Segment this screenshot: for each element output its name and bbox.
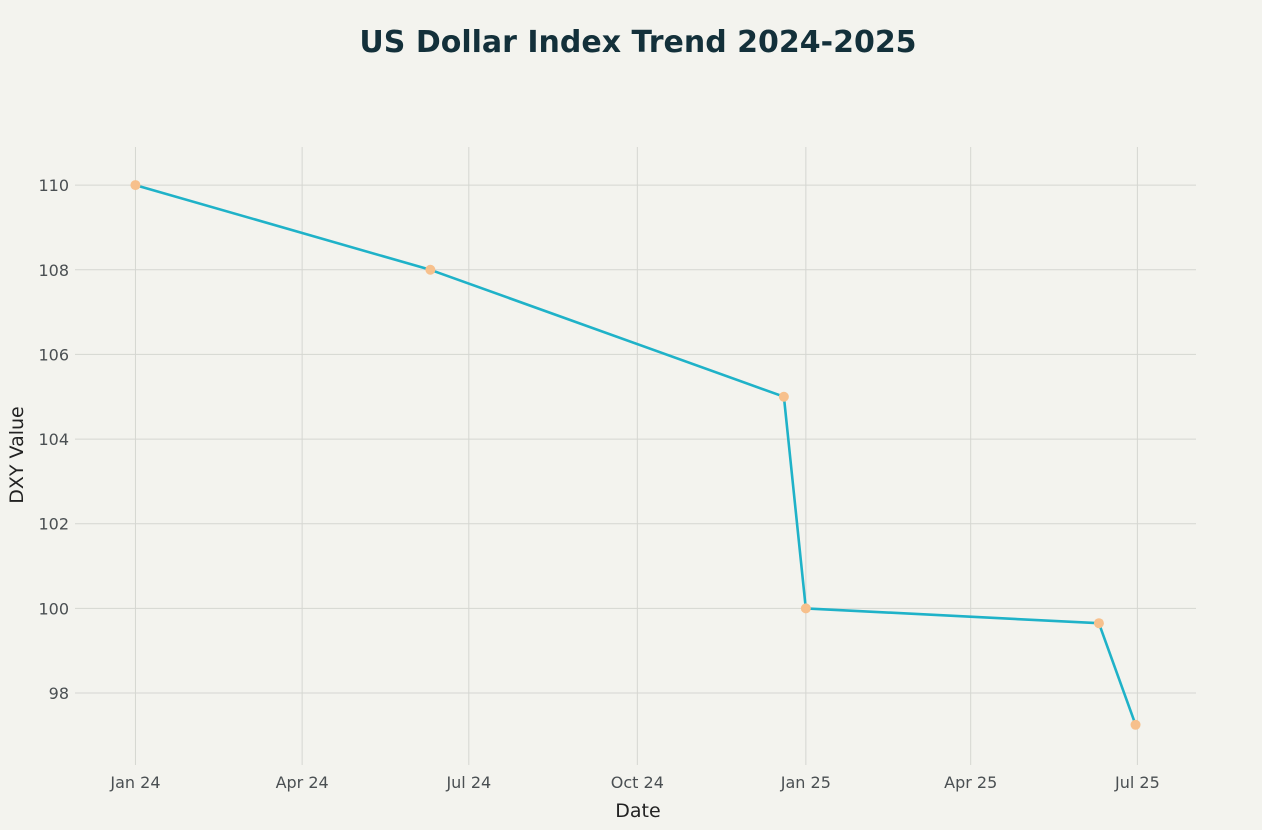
x-tick-label: Apr 24 xyxy=(276,773,329,792)
y-tick-label: 108 xyxy=(38,261,69,280)
data-point xyxy=(800,603,811,614)
x-tick-label: Apr 25 xyxy=(944,773,997,792)
data-point xyxy=(425,264,436,275)
data-point xyxy=(1130,719,1141,730)
x-tick-label: Jan 25 xyxy=(780,773,831,792)
x-tick-label: Jul 25 xyxy=(1114,773,1160,792)
y-tick-label: 100 xyxy=(38,599,69,618)
y-axis-title: DXY Value xyxy=(6,406,28,503)
y-tick-label: 106 xyxy=(38,345,69,364)
y-axis-ticks: 98 100 102 104 106 108 110 xyxy=(38,176,69,703)
series xyxy=(130,180,1141,730)
series-line xyxy=(135,183,1137,726)
x-axis-title: Date xyxy=(615,800,660,822)
data-point xyxy=(1093,618,1104,629)
x-tick-label: Jul 24 xyxy=(445,773,491,792)
y-tick-label: 102 xyxy=(38,515,69,534)
y-tick-label: 98 xyxy=(49,684,69,703)
y-tick-label: 110 xyxy=(38,176,69,195)
x-tick-label: Jan 24 xyxy=(109,773,160,792)
grid xyxy=(75,147,1196,765)
x-tick-label: Oct 24 xyxy=(611,773,664,792)
chart-title: US Dollar Index Trend 2024-2025 xyxy=(359,25,916,60)
data-point xyxy=(778,391,789,402)
data-point xyxy=(130,180,141,191)
x-axis-ticks: Jan 24 Apr 24 Jul 24 Oct 24 Jan 25 Apr 25 Jul … xyxy=(109,773,1159,792)
y-tick-label: 104 xyxy=(38,430,69,449)
